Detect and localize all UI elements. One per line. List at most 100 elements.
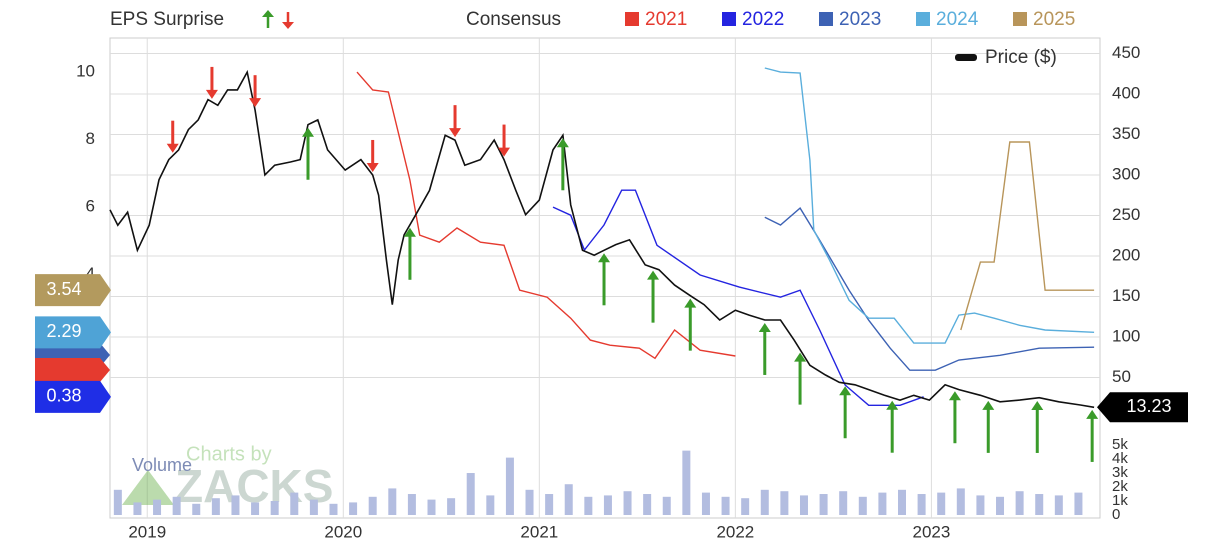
eps-badge bbox=[35, 380, 111, 413]
legend: EPS Surprise Consensus 2021 2022 2023 2024 2… bbox=[110, 9, 1075, 68]
arrow-head bbox=[302, 127, 314, 137]
surprise-arrow bbox=[302, 127, 314, 180]
arrow-head bbox=[166, 143, 179, 153]
volume-bar bbox=[682, 450, 691, 515]
arrow-head bbox=[366, 162, 379, 172]
y2-tick-label: 250 bbox=[1112, 205, 1140, 224]
eps-badge-label: 3.54 bbox=[46, 279, 81, 299]
arrow-head bbox=[647, 270, 660, 280]
volume-bar bbox=[603, 495, 612, 515]
surprise-arrow bbox=[886, 400, 899, 453]
x-tick-label: 2019 bbox=[128, 522, 166, 541]
eps-badge-label: 2.29 bbox=[46, 321, 81, 341]
volume-bar bbox=[505, 457, 514, 515]
volume-bar bbox=[447, 498, 456, 515]
eps-badge bbox=[35, 274, 111, 307]
price-badge bbox=[1097, 392, 1188, 423]
volume-bar bbox=[251, 502, 260, 515]
volume-bar bbox=[956, 488, 965, 515]
arrow-head bbox=[684, 298, 697, 308]
arrow-head bbox=[794, 352, 807, 362]
arrow-head bbox=[839, 386, 852, 396]
volume-bar bbox=[721, 496, 730, 515]
volume-bar bbox=[584, 496, 593, 515]
volume-bar bbox=[388, 488, 397, 515]
legend-swatch bbox=[916, 12, 930, 26]
volume-bar bbox=[486, 495, 495, 515]
arrow-head bbox=[449, 128, 462, 138]
consensus-line bbox=[764, 67, 1095, 344]
volume-tick-label: 1k bbox=[1112, 492, 1128, 509]
consensus-label: Consensus bbox=[466, 9, 561, 30]
y2-tick-label: 50 bbox=[1112, 367, 1131, 386]
volume-bar bbox=[153, 499, 162, 515]
watermark-logo bbox=[122, 470, 174, 505]
arrow-head bbox=[758, 322, 771, 332]
volume-bar bbox=[917, 494, 926, 515]
y-tick-label: 10 bbox=[76, 62, 95, 81]
volume-bar bbox=[1054, 495, 1063, 515]
y2-tick-label: 450 bbox=[1112, 43, 1140, 62]
badge-hidden bbox=[35, 358, 110, 382]
volume-bar bbox=[309, 499, 318, 515]
volume-bar bbox=[701, 492, 710, 515]
volume-bar bbox=[329, 503, 338, 515]
arrow-head bbox=[249, 98, 262, 108]
consensus-line bbox=[960, 141, 1095, 331]
volume-bar bbox=[858, 496, 867, 515]
volume-label: Volume bbox=[132, 455, 192, 475]
volume-bar bbox=[1035, 494, 1044, 515]
surprise-arrow bbox=[982, 400, 995, 453]
volume-bar bbox=[564, 484, 573, 515]
legend-label: 2021 bbox=[645, 9, 687, 30]
volume-bar bbox=[976, 495, 985, 515]
eps-badge bbox=[35, 316, 111, 349]
surprise-arrow bbox=[403, 227, 416, 280]
volume-bar bbox=[662, 496, 671, 515]
surprise-arrow bbox=[166, 120, 179, 153]
volume-bar bbox=[113, 489, 122, 515]
legend-swatch bbox=[722, 12, 736, 26]
surprise-arrow bbox=[839, 386, 852, 439]
volume-bar bbox=[211, 498, 220, 515]
volume-bar bbox=[545, 494, 554, 515]
surprise-arrow bbox=[598, 253, 611, 306]
volume-bar bbox=[760, 489, 769, 515]
volume-bar bbox=[996, 496, 1005, 515]
volume-bars bbox=[113, 450, 1083, 515]
volume-bar bbox=[466, 473, 475, 515]
surprise-arrow bbox=[758, 322, 771, 375]
arrow-head bbox=[1086, 409, 1099, 419]
ticks: 2019 2020 2021 2022 2023 4 6 8 10 50 100 150 200 250 3… bbox=[76, 43, 1140, 542]
y2-tick-label: 350 bbox=[1112, 124, 1140, 143]
arrow-head bbox=[205, 89, 218, 99]
volume-bar bbox=[937, 492, 946, 515]
volume-bar bbox=[270, 501, 279, 515]
volume-bar bbox=[231, 495, 240, 515]
volume-tick-label: 2k bbox=[1112, 478, 1128, 495]
surprise-arrow bbox=[684, 298, 697, 351]
arrow-head bbox=[403, 227, 416, 237]
legend-label: 2023 bbox=[839, 9, 881, 30]
y-tick-label: 4 bbox=[86, 264, 95, 283]
volume-bar bbox=[643, 494, 652, 515]
consensus-line bbox=[356, 71, 736, 360]
surprise-arrow bbox=[205, 66, 218, 99]
legend-swatch bbox=[955, 54, 977, 61]
volume-bar bbox=[133, 502, 142, 515]
eps-badge-label: 0.38 bbox=[46, 386, 81, 406]
arrow-head bbox=[948, 391, 961, 401]
price-line bbox=[109, 69, 1095, 409]
arrow-head bbox=[498, 147, 511, 157]
volume-bar bbox=[623, 491, 632, 515]
surprise-arrows bbox=[166, 66, 1099, 462]
arrow-head bbox=[598, 253, 611, 263]
surprise-arrow bbox=[249, 75, 262, 108]
surprise-arrow bbox=[366, 139, 379, 172]
legend-swatch bbox=[819, 12, 833, 26]
y2-tick-label: 200 bbox=[1112, 245, 1140, 264]
legend-arrows bbox=[262, 10, 294, 29]
surprise-arrow bbox=[647, 270, 660, 323]
y2-tick-label: 400 bbox=[1112, 83, 1140, 102]
volume-bar bbox=[780, 491, 789, 515]
